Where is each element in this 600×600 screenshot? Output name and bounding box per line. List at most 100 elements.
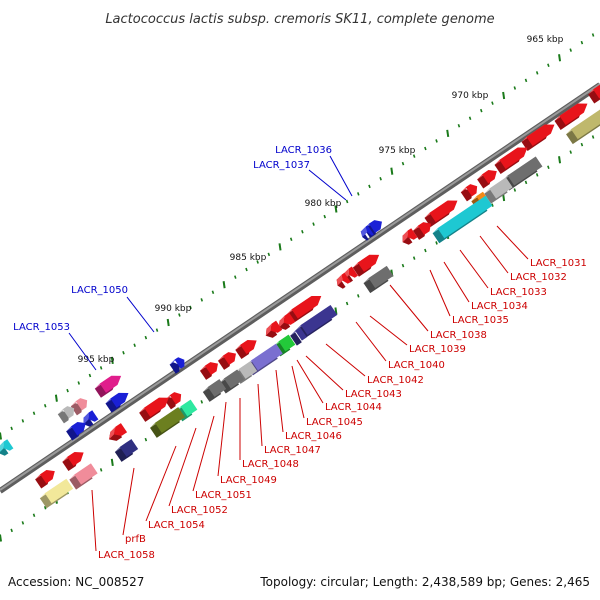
gene-face [407,228,418,240]
outer-tick [301,229,304,234]
inner-tick [32,513,36,518]
gene-face [155,407,185,433]
outer-tick [77,381,81,385]
gene-block[interactable] [352,254,380,277]
gene-block[interactable] [0,439,14,456]
gene-block[interactable] [69,463,98,490]
gene-block[interactable] [109,423,128,441]
gene-block[interactable] [105,392,129,413]
gene-block[interactable] [278,312,296,330]
gene-block[interactable] [139,397,169,422]
gene-block[interactable] [494,147,528,174]
gene-block[interactable] [114,439,139,462]
gene-face [300,304,338,336]
gene-block[interactable] [402,228,418,245]
gene-face [429,200,458,222]
gene-block[interactable] [169,357,185,374]
gene-block[interactable] [424,200,458,227]
gene-label[interactable]: LACR_1042 [325,343,424,386]
gene-label[interactable]: LACR_1051 [192,415,252,501]
gene-top [0,441,4,452]
gene-label[interactable]: LACR_1038 [389,284,487,341]
leader-line [329,155,353,197]
leader-line [369,315,408,346]
gene-label[interactable]: LACR_1053 [13,322,97,371]
leader-line [459,249,489,289]
gene-face [40,470,55,484]
gene-label[interactable]: LACR_1052 [168,427,228,516]
gene-block[interactable] [502,156,543,191]
gene-block[interactable] [336,272,351,289]
leader-line [192,415,215,492]
inner-tick [513,188,517,192]
gene-block[interactable] [70,398,88,416]
gene-label[interactable]: LACR_1050 [71,285,155,333]
gene-label[interactable]: LACR_1040 [355,321,445,371]
leader-line [325,343,366,377]
gene-face [417,222,431,235]
gene-block[interactable] [286,295,322,324]
gene-block[interactable] [412,222,431,240]
kbp-label: 985 kbp [230,253,267,263]
gene-block[interactable] [363,265,394,294]
gene-block[interactable] [83,410,99,427]
gene-block[interactable] [460,184,478,202]
gene-block[interactable] [566,107,600,145]
gene-block[interactable] [554,103,588,130]
gene-block[interactable] [290,327,307,346]
gene-block[interactable] [235,339,257,360]
gene-block[interactable] [217,352,236,370]
gene-face [357,254,380,272]
gene-side [290,332,302,346]
gene-block[interactable] [202,379,227,402]
leader-line [296,359,324,404]
inner-tick [21,521,25,525]
gene-face [110,392,129,408]
gene-label[interactable]: LACR_1039 [369,315,466,355]
gene-block[interactable] [94,375,122,398]
outer-tick [200,298,204,302]
gene-label[interactable]: LACR_1044 [296,359,382,413]
outer-tick [54,394,58,402]
gene-block[interactable] [521,124,555,151]
gene-label-text: LACR_1033 [490,287,547,298]
outer-tick [245,267,248,272]
gene-label[interactable]: LACR_1054 [145,445,205,531]
gene-block[interactable] [39,478,74,509]
gene-block[interactable] [295,304,338,341]
gene-label[interactable]: LACR_1047 [257,383,321,456]
outer-tick [446,129,450,138]
gene-block[interactable] [62,451,84,472]
gene-label[interactable]: LACR_1043 [305,355,402,400]
gene-label[interactable]: LACR_1037 [253,160,347,201]
gene-label[interactable]: prfB [122,467,146,545]
outer-tick [234,275,237,279]
gene-label[interactable]: LACR_1046 [275,369,342,442]
gene-label[interactable]: LACR_1031 [496,225,587,269]
gene-label[interactable]: LACR_1035 [429,269,509,326]
gene-block[interactable] [360,225,374,241]
gene-block[interactable] [35,470,55,489]
gene-block[interactable] [150,407,185,438]
gene-top [360,226,368,238]
gene-block[interactable] [484,177,513,204]
gene-block[interactable] [199,362,218,380]
gene-label[interactable]: LACR_1048 [239,398,299,470]
gene-block[interactable] [477,170,497,189]
gene-label-text: LACR_1038 [430,330,487,341]
gene-block[interactable] [66,422,86,441]
gene-label[interactable]: LACR_1034 [443,261,528,312]
gene-label[interactable]: LACR_1045 [291,365,363,428]
outer-tick [21,419,25,423]
gene-block[interactable] [432,195,493,244]
gene-label[interactable]: LACR_1032 [479,235,567,283]
gene-block[interactable] [265,320,283,338]
outer-tick [222,281,226,289]
gene-block[interactable] [588,85,600,104]
gene-label[interactable]: LACR_1058 [91,489,155,561]
gene-face [240,339,257,355]
gene-label[interactable]: LACR_1049 [217,401,277,486]
gene-label[interactable]: LACR_1036 [275,145,353,197]
gene-label[interactable]: LACR_1033 [459,249,547,298]
gene-block[interactable] [57,406,75,424]
